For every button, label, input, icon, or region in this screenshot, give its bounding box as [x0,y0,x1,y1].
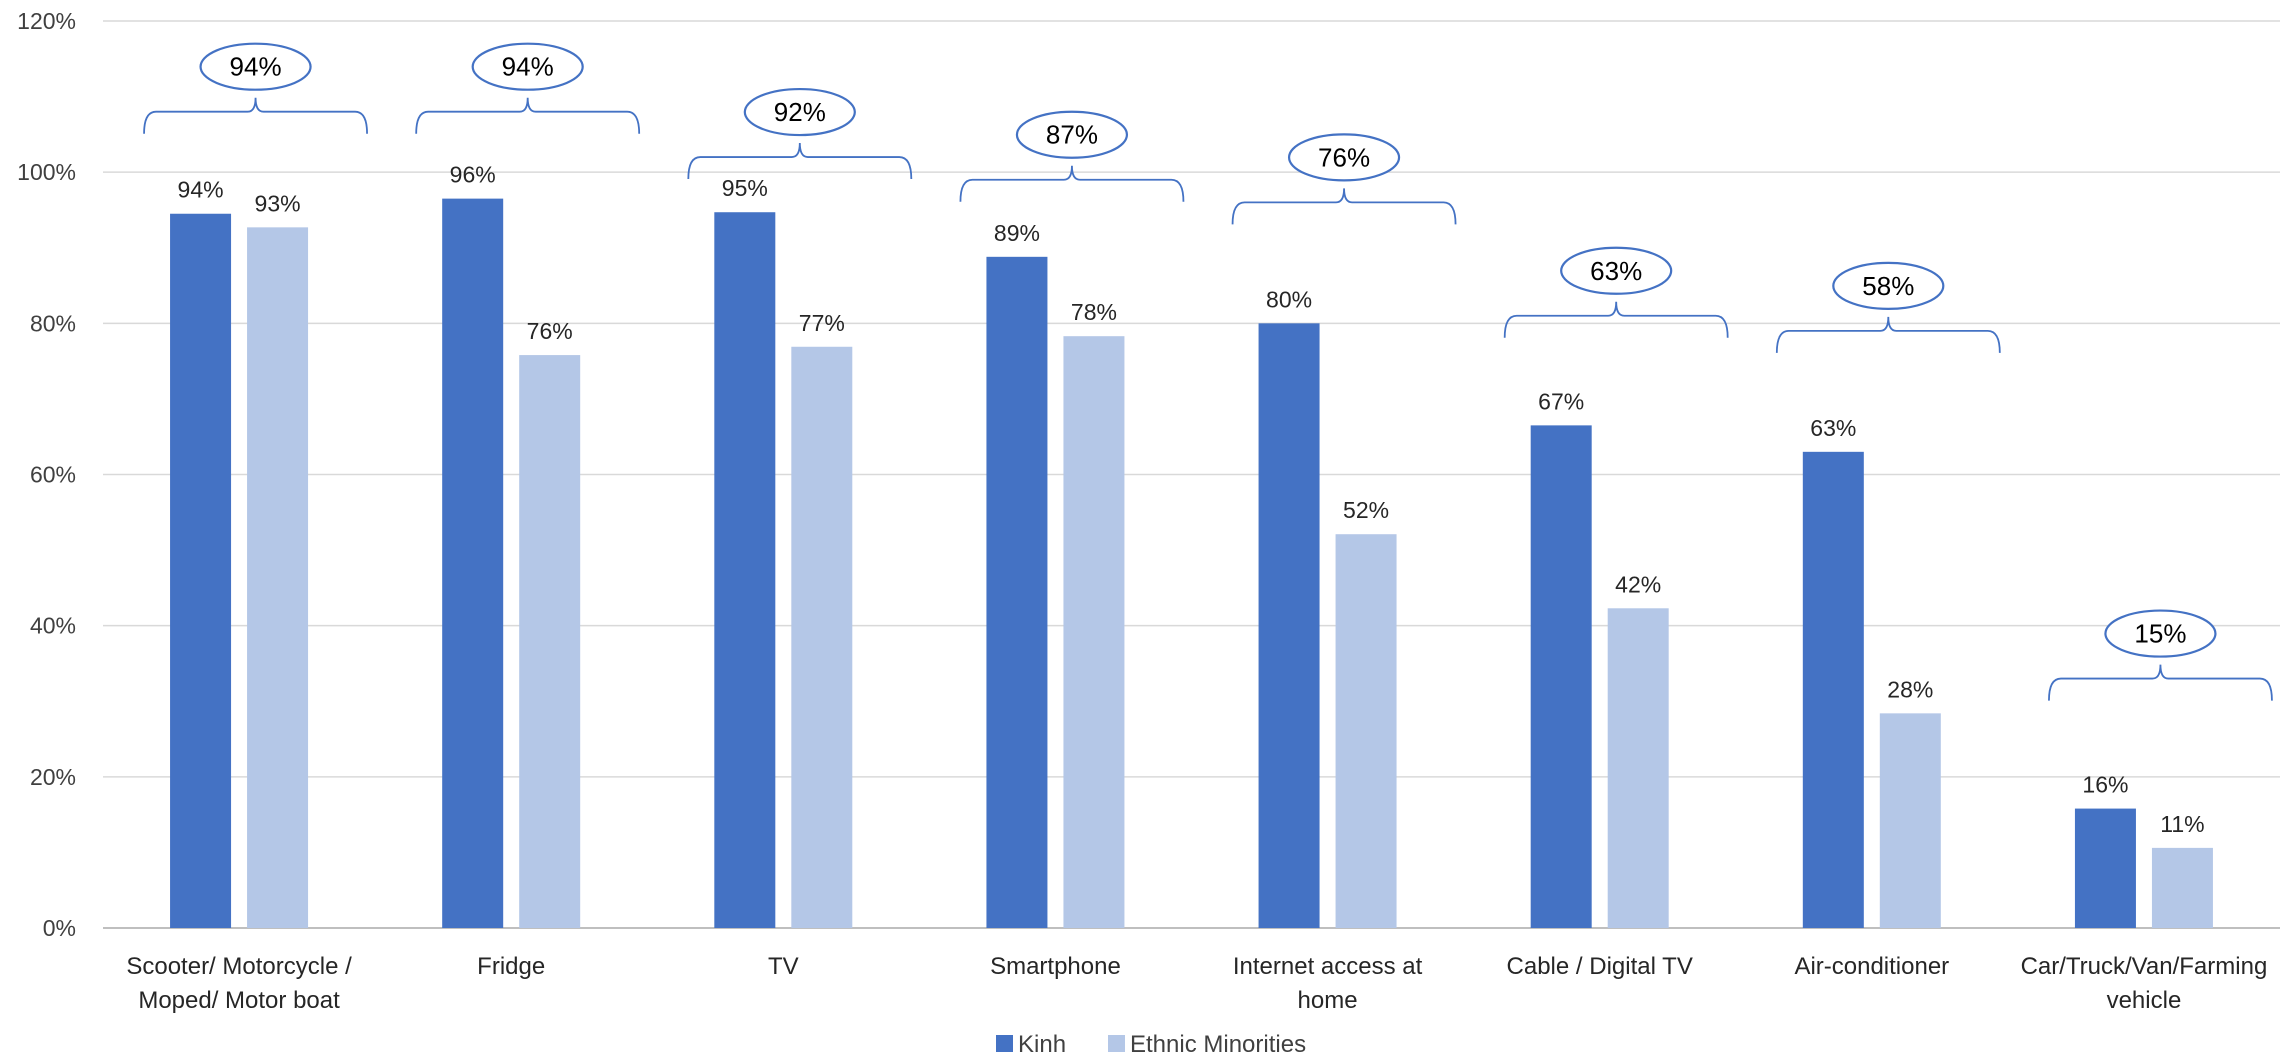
bar-kinh [1530,425,1592,928]
overall-ellipse [471,42,584,91]
overall-ellipse [1287,133,1401,182]
overall-label: 15% [2134,619,2186,649]
x-category-label: Internet access at [1233,953,1423,980]
bracket [415,97,641,134]
legend: Kinh Ethnic Minorities [996,1031,1306,1058]
x-category-label: Moped/ Motor boat [138,987,340,1014]
data-label: 94% [178,177,224,203]
overall-label: 87% [1046,120,1098,150]
bar-ethnic-minorities [791,346,853,928]
bar-kinh [1258,323,1320,928]
data-label: 28% [1887,676,1933,702]
overall-label: 94% [230,52,282,82]
y-tick-label: 0% [43,915,76,941]
bar-ethnic-minorities [2151,847,2213,928]
x-category-label: Cable / Digital TV [1507,953,1693,980]
bar-kinh [714,212,776,928]
data-label: 67% [1538,388,1584,414]
x-category-label: Scooter/ Motorcycle / [126,953,352,980]
legend-swatch-kinh [996,1035,1013,1052]
bar-ethnic-minorities [1607,608,1669,928]
x-category-label: Smartphone [990,953,1121,980]
data-label: 93% [255,190,301,216]
bracket [1775,316,2001,353]
x-category-label: Air-conditioner [1794,953,1949,980]
bracket [687,143,913,180]
overall-ellipse [1832,261,1945,310]
overall-ellipse [199,42,312,91]
y-axis: 0% 20% 40% 60% 80% 100% 120% [17,8,76,941]
bars: 94% 93% 96% 76% 95% 77% 89% 78% 80% 52% 67% 42% 63% 2… [170,162,2213,929]
data-label: 42% [1615,571,1661,597]
data-label: 76% [527,318,573,344]
bar-ethnic-minorities [247,227,309,928]
data-label: 77% [799,310,845,336]
bar-kinh [442,198,504,928]
data-label: 78% [1071,299,1117,325]
y-tick-label: 120% [17,8,76,34]
x-category-label: TV [768,953,799,980]
bar-kinh [1802,451,1864,928]
x-category-label: vehicle [2107,987,2182,1014]
bar-ethnic-minorities [1063,336,1125,928]
overall-label: 92% [774,97,826,127]
x-category-label: Car/Truck/Van/Farming [2021,953,2268,980]
legend-label: Ethnic Minorities [1130,1031,1306,1058]
overall-ellipse [743,87,856,137]
bar-kinh [2074,808,2136,928]
overall-label: 76% [1318,142,1370,172]
data-label: 80% [1266,286,1312,312]
y-tick-label: 60% [30,462,76,488]
data-label: 95% [722,175,768,201]
data-label: 89% [994,220,1040,246]
y-tick-label: 20% [30,764,76,790]
overall-brackets: 94% 94% 92% 87% 76% 63% 58% 15% [143,42,2273,701]
bar-ethnic-minorities [519,355,581,928]
bracket [1231,188,1457,225]
overall-label: 58% [1862,271,1914,301]
x-category-label: Fridge [477,953,545,980]
x-axis: Scooter/ Motorcycle / Moped/ Motor boat Fr… [126,953,2267,1014]
overall-label: 63% [1590,256,1642,286]
data-label: 11% [2160,811,2204,837]
bracket [143,97,368,134]
y-tick-label: 80% [30,310,76,336]
y-tick-label: 40% [30,613,76,639]
gridlines [103,20,2280,929]
data-label: 16% [2082,772,2128,798]
bracket [1503,301,1729,338]
overall-ellipse [2104,609,2217,658]
legend-label: Kinh [1018,1031,1066,1058]
bar-kinh [170,213,232,929]
bar-kinh [986,256,1048,928]
bracket [959,165,1185,202]
data-label: 96% [450,162,496,188]
y-tick-label: 100% [17,159,76,185]
data-label: 52% [1343,497,1389,523]
overall-ellipse [1560,246,1673,295]
legend-swatch-ethnic-minorities [1108,1035,1125,1052]
data-label: 63% [1810,415,1856,441]
overall-ellipse [1015,110,1129,159]
overall-label: 94% [502,52,554,82]
bracket [2048,664,2273,701]
bar-ethnic-minorities [1335,534,1397,928]
bar-ethnic-minorities [1879,713,1941,928]
x-category-label: home [1298,987,1358,1014]
